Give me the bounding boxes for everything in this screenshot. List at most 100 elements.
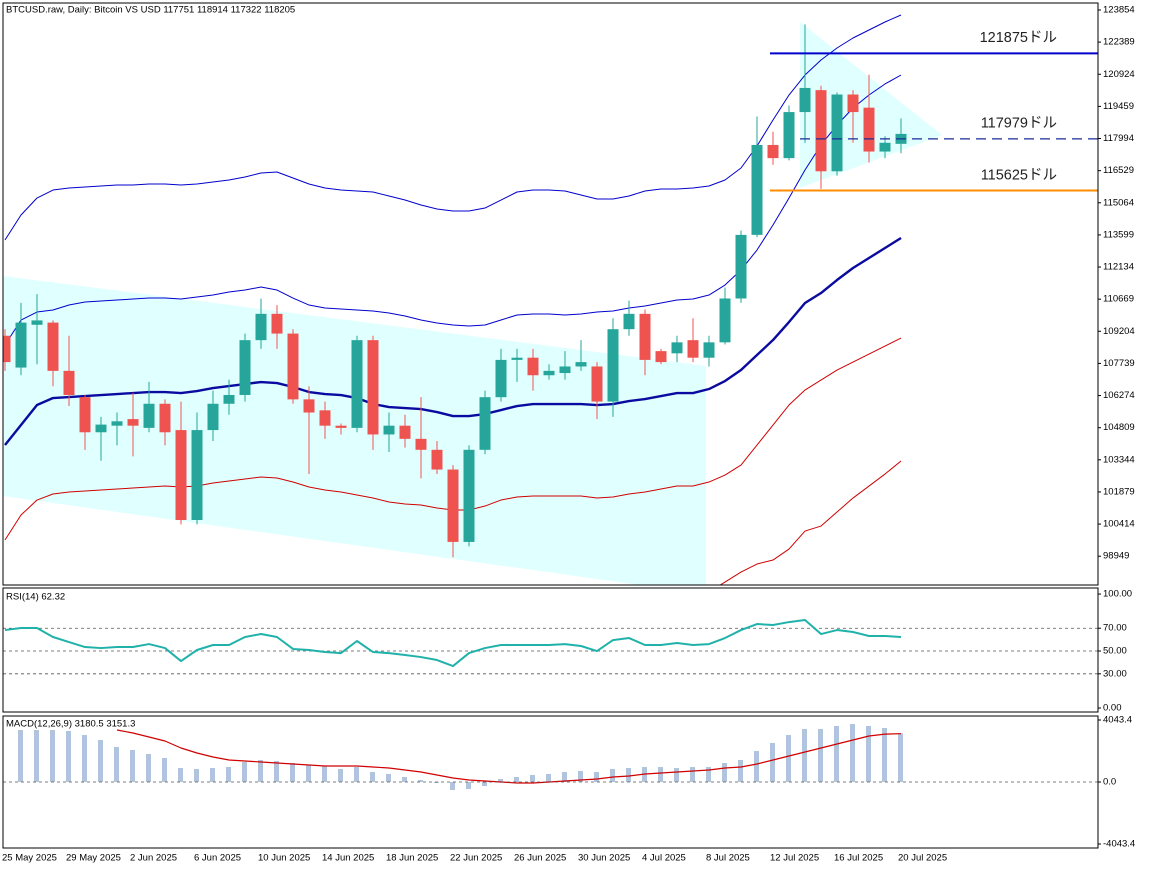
histogram-bar — [194, 768, 199, 782]
candle-body — [351, 340, 363, 428]
candle-body — [287, 333, 299, 400]
histogram-bar — [258, 759, 263, 782]
histogram-bar — [482, 782, 487, 787]
y-tick-label: 4043.4 — [1103, 715, 1132, 726]
candle-body — [175, 430, 187, 520]
y-tick-label: -4043.4 — [1103, 839, 1135, 850]
x-tick-label: 4 Jul 2025 — [642, 853, 686, 864]
y-tick-label: 117994 — [1103, 133, 1134, 144]
candle-body — [511, 357, 523, 360]
histogram-bar — [226, 767, 231, 782]
candle-body — [3, 335, 11, 363]
candle-body — [415, 438, 427, 450]
panel-0 — [3, 14, 1098, 585]
candle-body — [799, 87, 811, 113]
candle-body — [767, 144, 779, 159]
histogram-bar — [850, 723, 855, 782]
x-tick-label: 18 Jun 2025 — [386, 853, 438, 864]
histogram-bar — [546, 773, 551, 782]
y-tick-label: 110669 — [1103, 294, 1134, 305]
histogram-bar — [306, 764, 311, 782]
y-tick-label: 119459 — [1103, 101, 1134, 112]
candle-body — [15, 322, 27, 368]
x-tick-label: 8 Jul 2025 — [706, 853, 750, 864]
candle-body — [639, 313, 651, 360]
histogram-bar — [34, 730, 39, 782]
candle-body — [495, 359, 507, 398]
histogram-bar — [50, 730, 55, 782]
histogram-bar — [450, 782, 455, 791]
histogram-bar — [402, 777, 407, 782]
histogram-bar — [322, 766, 327, 782]
histogram-bar — [130, 749, 135, 782]
plot-layer: 123854 122389 120924 119459 117994 116529 1150… — [2, 5, 1135, 864]
y-tick-label: 70.00 — [1103, 623, 1127, 634]
candle-body — [847, 94, 859, 113]
candle-body — [303, 399, 315, 413]
candle-body — [79, 397, 91, 433]
histogram-bar — [754, 750, 759, 782]
candle-body — [207, 403, 219, 431]
x-tick-label: 25 May 2025 — [2, 853, 57, 864]
candle-body — [367, 340, 379, 435]
histogram-bar — [370, 772, 375, 782]
y-tick-label: 115064 — [1103, 197, 1134, 208]
rsi-panel-frame — [2, 587, 1099, 713]
histogram-bar — [82, 734, 87, 782]
candle-body — [479, 397, 491, 450]
rsi-title: RSI(14) 62.32 — [6, 592, 65, 603]
chart-header: BTCUSD.raw, Daily: Bitcoin VS USD 117751… — [6, 5, 295, 16]
candle-body — [463, 449, 475, 542]
x-tick-label: 20 Jul 2025 — [898, 853, 947, 864]
histogram-bar — [802, 728, 807, 782]
candle-body — [735, 234, 747, 299]
candle-body — [719, 298, 731, 343]
price-level-label: 121875ドル — [980, 30, 1057, 46]
histogram-bar — [898, 733, 903, 782]
panel-2 — [3, 723, 1098, 791]
histogram-bar — [418, 780, 423, 782]
histogram-bar — [722, 763, 727, 782]
y-tick-label: 100.00 — [1103, 589, 1132, 600]
candle-body — [111, 421, 123, 426]
x-tick-label: 16 Jul 2025 — [834, 853, 883, 864]
indicator-line — [4, 74, 902, 346]
candle-body — [447, 469, 459, 542]
x-tick-label: 6 Jun 2025 — [194, 853, 241, 864]
candle-body — [591, 366, 603, 402]
y-tick-label: 103344 — [1103, 454, 1135, 465]
histogram-bar — [274, 760, 279, 782]
histogram-bar — [18, 730, 23, 782]
candle-body — [607, 329, 619, 402]
y-tick-label: 30.00 — [1103, 668, 1127, 679]
y-tick-label: 106274 — [1103, 390, 1135, 401]
histogram-bar — [434, 782, 439, 783]
candle-body — [431, 449, 443, 470]
candle-body — [223, 394, 235, 404]
x-tick-label: 10 Jun 2025 — [258, 853, 310, 864]
candle-body — [191, 430, 203, 520]
y-tick-label: 104809 — [1103, 422, 1135, 433]
macd-panel-frame — [2, 715, 1099, 849]
x-tick-label: 12 Jul 2025 — [770, 853, 819, 864]
histogram-bar — [98, 739, 103, 782]
y-tick-label: 98949 — [1103, 551, 1129, 562]
histogram-bar — [690, 767, 695, 782]
candle-body — [687, 340, 699, 358]
histogram-bar — [738, 759, 743, 782]
x-tick-label: 14 Jun 2025 — [322, 853, 374, 864]
y-tick-label: 50.00 — [1103, 646, 1127, 657]
histogram-bar — [786, 734, 791, 782]
histogram-bar — [178, 767, 183, 782]
candle-body — [671, 342, 683, 354]
histogram-bar — [562, 772, 567, 782]
y-tick-label: 123854 — [1103, 5, 1135, 16]
candle-body — [319, 410, 331, 426]
x-tick-label: 22 Jun 2025 — [450, 853, 502, 864]
histogram-bar — [818, 728, 823, 782]
candle-body — [271, 313, 283, 334]
y-tick-label: 113599 — [1103, 229, 1134, 240]
histogram-bar — [162, 758, 167, 782]
candle-body — [63, 370, 75, 395]
histogram-bar — [626, 767, 631, 782]
